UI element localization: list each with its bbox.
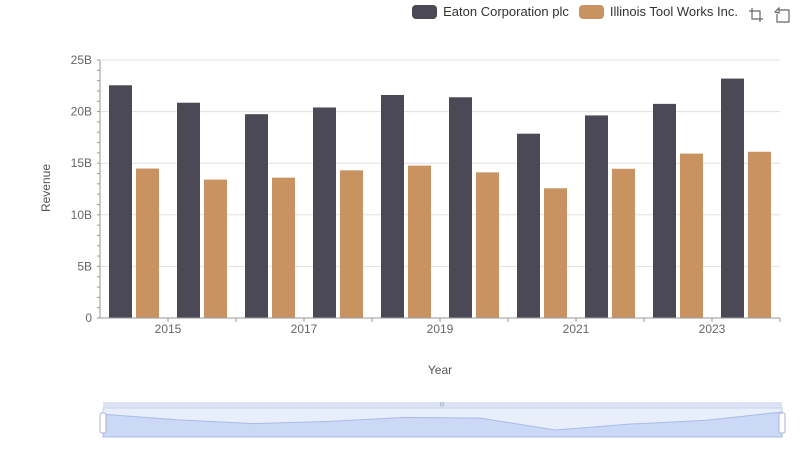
bar-itw-2023[interactable] (748, 151, 771, 318)
toolbox (748, 7, 790, 23)
bar-eaton-2015[interactable] (177, 102, 200, 319)
legend-swatch-eaton (412, 4, 438, 19)
x-axis: 2015 2017 2019 2021 2023 (100, 317, 781, 336)
bar-eaton-2018[interactable] (381, 94, 404, 318)
bar-eaton-2020[interactable] (517, 133, 540, 318)
zoom-preview-area (102, 411, 783, 438)
legend: Eaton Corporation plc Illinois Tool Work… (412, 4, 738, 19)
y-tick-label: 20B (71, 105, 92, 119)
x-tick-label: 2021 (563, 322, 590, 336)
y-axis-label: Revenue (39, 164, 53, 212)
bar-itw-2019[interactable] (476, 172, 499, 318)
y-tick-label: 0 (85, 311, 92, 325)
legend-item-eaton[interactable]: Eaton Corporation plc (412, 4, 569, 19)
bar-eaton-2019[interactable] (449, 97, 472, 318)
bar-eaton-2017[interactable] (313, 107, 336, 318)
x-tick-label: 2019 (427, 322, 454, 336)
restore-icon[interactable] (774, 7, 790, 23)
x-tick-label: 2015 (155, 322, 182, 336)
legend-item-itw[interactable]: Illinois Tool Works Inc. (578, 4, 738, 19)
bar-itw-2021[interactable] (612, 168, 635, 318)
zoom-icon[interactable] (748, 7, 764, 23)
y-tick-label: 10B (71, 208, 92, 222)
bar-itw-2020[interactable] (544, 188, 567, 318)
y-tick-label: 25B (71, 53, 92, 67)
bar-itw-2018[interactable] (408, 165, 431, 318)
zoom-handle-right[interactable] (778, 412, 786, 434)
zoom-handle-bar[interactable] (103, 402, 782, 408)
data-zoom-slider[interactable]: III (99, 402, 786, 438)
bar-itw-2017[interactable] (340, 170, 363, 318)
bar-itw-2016[interactable] (272, 177, 295, 318)
x-tick-label: 2023 (699, 322, 726, 336)
y-tick-label: 5B (77, 259, 92, 273)
legend-label-itw: Illinois Tool Works Inc. (609, 4, 738, 19)
bar-eaton-2022[interactable] (653, 103, 676, 318)
x-axis-label: Year (428, 363, 452, 377)
bar-eaton-2014[interactable] (109, 85, 132, 318)
bar-eaton-2023[interactable] (721, 78, 744, 319)
y-tick-label: 15B (71, 156, 92, 170)
bars[interactable] (109, 78, 771, 319)
x-tick-label: 2017 (291, 322, 318, 336)
bar-eaton-2016[interactable] (245, 114, 268, 319)
legend-swatch-itw (578, 4, 604, 19)
y-axis: 0 5B 10B 15B 20B 25B (71, 53, 101, 325)
bar-itw-2015[interactable] (204, 179, 227, 318)
zoom-handle-left[interactable] (99, 412, 107, 434)
bar-eaton-2021[interactable] (585, 115, 608, 319)
grid-lines (100, 59, 780, 267)
bar-itw-2022[interactable] (680, 153, 703, 318)
zoom-grip-icon[interactable]: III (439, 403, 444, 409)
bar-itw-2014[interactable] (136, 168, 159, 318)
legend-label-eaton: Eaton Corporation plc (443, 4, 569, 19)
